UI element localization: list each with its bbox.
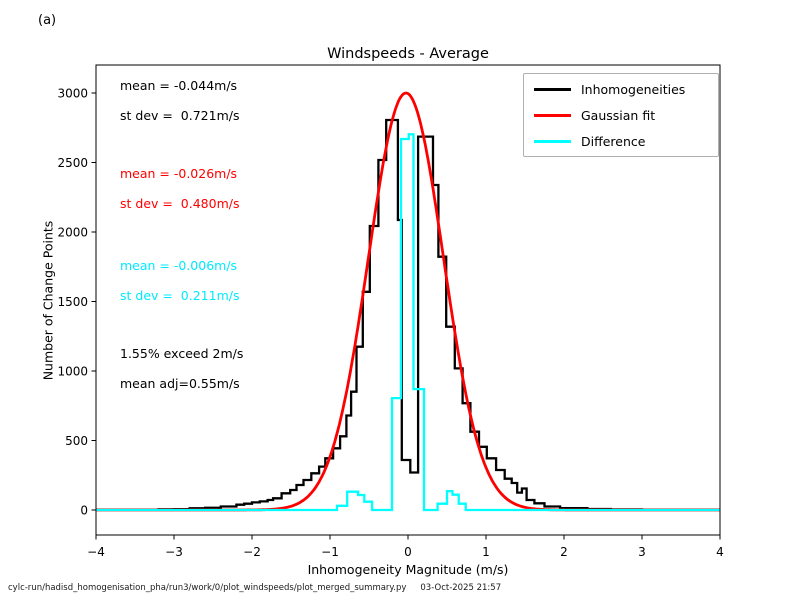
black-line-sample-icon — [534, 87, 571, 91]
red-line-sample-icon — [534, 113, 571, 117]
axes-frame — [95, 64, 721, 536]
timestamp: 03-Oct-2025 21:57 — [420, 583, 502, 593]
y-tick-label: 1000 — [57, 365, 88, 379]
annotation-mean-cyan: mean = -0.006m/s — [120, 258, 238, 273]
annotation-stdev-cyan: st dev = 0.211m/s — [120, 288, 240, 303]
x-tick-label: 0 — [404, 545, 412, 559]
legend-entry-difference: Difference — [524, 134, 718, 149]
x-tick-label: 4 — [716, 545, 724, 559]
annotation-stdev-black: st dev = 0.721m/s — [120, 108, 240, 123]
legend-label: Gaussian fit — [581, 107, 656, 123]
y-axis-label: Number of Change Points — [40, 220, 56, 381]
source-path-footer: cylc-run/hadisd_homogenisation_pha/run3/… — [8, 583, 501, 593]
x-tick-label: −3 — [165, 545, 183, 559]
y-tick-label: 2500 — [57, 156, 88, 170]
y-tick-label: 0 — [80, 504, 88, 518]
legend-label: Difference — [581, 133, 646, 149]
annotation-exceed: 1.55% exceed 2m/s — [120, 346, 244, 361]
legend-entry-gaussian-fit: Gaussian fit — [524, 108, 718, 123]
legend: Inhomogeneities Gaussian fit Difference — [523, 73, 719, 157]
annotation-mean-red: mean = -0.026m/s — [120, 166, 238, 181]
x-axis-label: Inhomogeneity Magnitude (m/s) — [307, 562, 509, 577]
annotation-stdev-red: st dev = 0.480m/s — [120, 196, 240, 211]
x-tick-label: −2 — [243, 545, 261, 559]
x-tick-label: −4 — [87, 545, 105, 559]
annotation-mean-black: mean = -0.044m/s — [120, 78, 238, 93]
y-tick-label: 3000 — [57, 87, 88, 101]
x-tick-label: −1 — [321, 545, 339, 559]
x-tick-label: 3 — [638, 545, 646, 559]
y-tick-label: 2000 — [57, 226, 88, 240]
legend-entry-inhomogeneities: Inhomogeneities — [524, 82, 718, 97]
plot-title: Windspeeds - Average — [327, 46, 489, 62]
script-path: cylc-run/hadisd_homogenisation_pha/run3/… — [8, 583, 407, 593]
panel-label: (a) — [38, 13, 57, 28]
x-tick-label: 2 — [560, 545, 568, 559]
legend-label: Inhomogeneities — [581, 81, 686, 97]
y-tick-label: 500 — [65, 434, 88, 448]
x-tick-label: 1 — [482, 545, 490, 559]
annotation-mean-adj: mean adj=0.55m/s — [120, 376, 240, 391]
cyan-line-sample-icon — [534, 139, 571, 143]
difference-series — [96, 133, 720, 512]
y-tick-label: 1500 — [57, 295, 88, 309]
